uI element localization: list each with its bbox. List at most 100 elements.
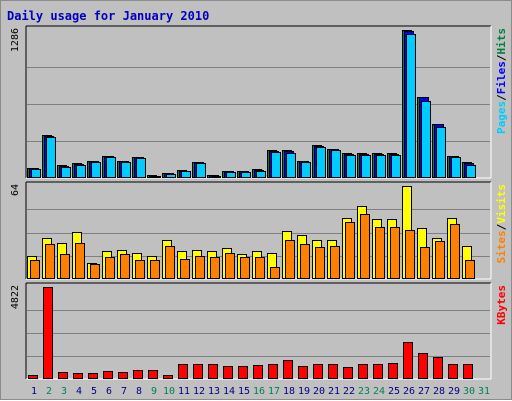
y-max-label-hits: 1286	[10, 28, 21, 52]
bar-kbytes-day-29	[448, 364, 458, 379]
bar-kbytes-day-13	[208, 364, 218, 379]
bar-pages-day-8	[136, 158, 146, 178]
bar-sites-day-27	[420, 247, 430, 279]
bar-pages-day-21	[331, 150, 341, 178]
bar-pages-day-27	[421, 101, 431, 178]
bar-pages-day-22	[346, 155, 356, 178]
bar-kbytes-day-22	[343, 367, 353, 379]
x-tick-label-day-8: 8	[136, 386, 142, 397]
panel-sites: 64 Sites/Visits	[10, 181, 508, 280]
x-tick-label-day-17: 17	[268, 386, 280, 397]
x-tick-label-day-11: 11	[178, 386, 190, 397]
x-tick-label-day-30: 30	[463, 386, 475, 397]
bar-kbytes-day-28	[433, 357, 443, 379]
x-tick-label-day-16: 16	[253, 386, 265, 397]
bar-pages-day-28	[436, 127, 446, 178]
bar-sites-day-23	[360, 214, 370, 279]
bar-sites-day-28	[435, 241, 445, 279]
legend-entry-visits: Visits	[495, 184, 508, 224]
bar-sites-day-5	[90, 264, 100, 279]
panel-kbytes: 4822 KBytes	[10, 282, 508, 380]
bar-pages-day-12	[196, 163, 206, 178]
x-tick-label-day-27: 27	[418, 386, 430, 397]
bar-sites-day-25	[390, 227, 400, 279]
bar-sites-day-11	[180, 259, 190, 279]
x-tick-label-day-22: 22	[343, 386, 355, 397]
bar-sites-day-3	[60, 254, 70, 279]
bar-sites-day-12	[195, 256, 205, 279]
bar-sites-day-30	[465, 260, 475, 279]
bar-kbytes-day-8	[133, 370, 143, 379]
bar-sites-day-13	[210, 257, 220, 279]
bar-sites-day-14	[225, 253, 235, 279]
bar-sites-day-8	[135, 260, 145, 279]
bar-kbytes-day-6	[103, 371, 113, 379]
bar-kbytes-day-14	[223, 366, 233, 379]
x-tick-label-day-15: 15	[238, 386, 250, 397]
bar-pages-day-18	[286, 153, 296, 178]
bar-kbytes-day-5	[88, 373, 98, 379]
x-tick-label-day-26: 26	[403, 386, 415, 397]
bar-pages-day-5	[91, 162, 101, 178]
x-tick-label-day-12: 12	[193, 386, 205, 397]
bar-sites-day-9	[150, 260, 160, 279]
bar-pages-day-14	[226, 172, 236, 178]
bar-kbytes-day-20	[313, 364, 323, 379]
legend-entry-sites: Sites	[495, 230, 508, 263]
legend-entry-hits: Hits	[495, 28, 508, 55]
y-max-label-kbytes: 4822	[10, 285, 21, 309]
bar-kbytes-day-2	[43, 287, 53, 379]
bar-pages-day-1	[31, 169, 41, 178]
x-tick-label-day-5: 5	[91, 386, 97, 397]
bar-kbytes-day-17	[268, 364, 278, 379]
bar-kbytes-day-23	[358, 364, 368, 379]
bar-kbytes-day-7	[118, 372, 128, 379]
x-tick-label-day-9: 9	[151, 386, 157, 397]
bar-pages-day-13	[211, 176, 221, 178]
bar-kbytes-day-26	[403, 342, 413, 379]
bar-kbytes-day-24	[373, 364, 383, 379]
bar-pages-day-30	[466, 165, 476, 178]
legend-hits: Pages/Files/Hits	[495, 28, 508, 134]
x-tick-label-day-3: 3	[61, 386, 67, 397]
bar-pages-day-16	[256, 171, 266, 178]
legend-entry-pages: Pages	[495, 101, 508, 134]
bar-kbytes-day-10	[163, 375, 173, 379]
bar-pages-day-7	[121, 162, 131, 178]
bar-kbytes-day-18	[283, 360, 293, 379]
x-tick-label-day-28: 28	[433, 386, 445, 397]
x-tick-label-day-20: 20	[313, 386, 325, 397]
bar-pages-day-9	[151, 176, 161, 178]
bar-pages-day-25	[391, 155, 401, 178]
bar-pages-day-29	[451, 157, 461, 178]
x-tick-label-day-18: 18	[283, 386, 295, 397]
bar-kbytes-day-9	[148, 370, 158, 379]
legend-sites: Sites/Visits	[495, 184, 508, 264]
x-tick-label-day-6: 6	[106, 386, 112, 397]
legend-kbytes: KBytes	[495, 285, 508, 325]
bar-pages-day-17	[271, 152, 281, 178]
bar-pages-day-15	[241, 172, 251, 178]
bar-pages-day-10	[166, 174, 176, 178]
bar-kbytes-day-27	[418, 353, 428, 379]
bar-kbytes-day-16	[253, 365, 263, 379]
x-tick-label-day-10: 10	[163, 386, 175, 397]
bar-kbytes-day-1	[28, 375, 38, 379]
legend-separator: /	[495, 223, 508, 230]
chart-title: Daily usage for January 2010	[7, 9, 209, 23]
x-tick-label-day-24: 24	[373, 386, 385, 397]
bar-kbytes-day-19	[298, 366, 308, 379]
legend-separator: /	[495, 54, 508, 61]
x-tick-label-day-25: 25	[388, 386, 400, 397]
legend-entry-files: Files	[495, 61, 508, 94]
y-max-label-sites: 64	[10, 184, 21, 196]
bar-sites-day-4	[75, 243, 85, 279]
x-tick-label-day-4: 4	[76, 386, 82, 397]
x-tick-label-day-21: 21	[328, 386, 340, 397]
bar-pages-day-26	[406, 34, 416, 178]
x-tick-label-day-19: 19	[298, 386, 310, 397]
legend-separator: /	[495, 94, 508, 101]
bar-pages-day-20	[316, 147, 326, 178]
bar-kbytes-day-12	[193, 364, 203, 379]
legend-entry-kbytes: KBytes	[495, 285, 508, 325]
